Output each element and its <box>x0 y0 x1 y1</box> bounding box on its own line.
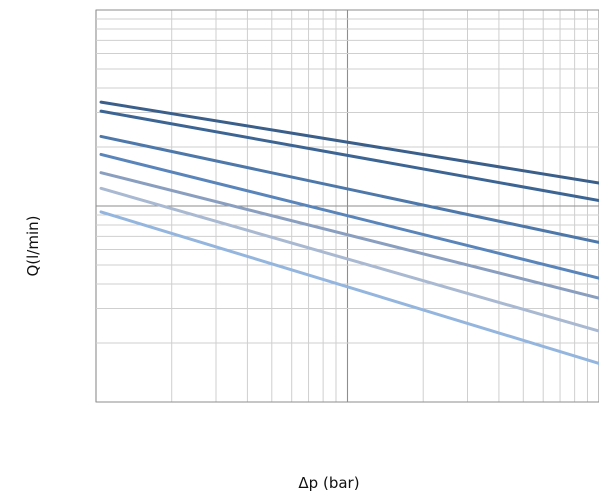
series-line-7 <box>99 210 599 365</box>
series-line-2 <box>99 109 599 203</box>
series-line-5 <box>99 171 599 300</box>
series-layer <box>99 100 599 365</box>
series-line-6 <box>99 186 599 333</box>
chart-grid <box>95 9 599 403</box>
series-line-3 <box>99 134 599 244</box>
series-line-1 <box>99 100 599 185</box>
x-axis-label: Δp (bar) <box>298 474 359 492</box>
series-line-4 <box>99 152 599 280</box>
y-axis-label: Q(l/min) <box>24 215 42 276</box>
